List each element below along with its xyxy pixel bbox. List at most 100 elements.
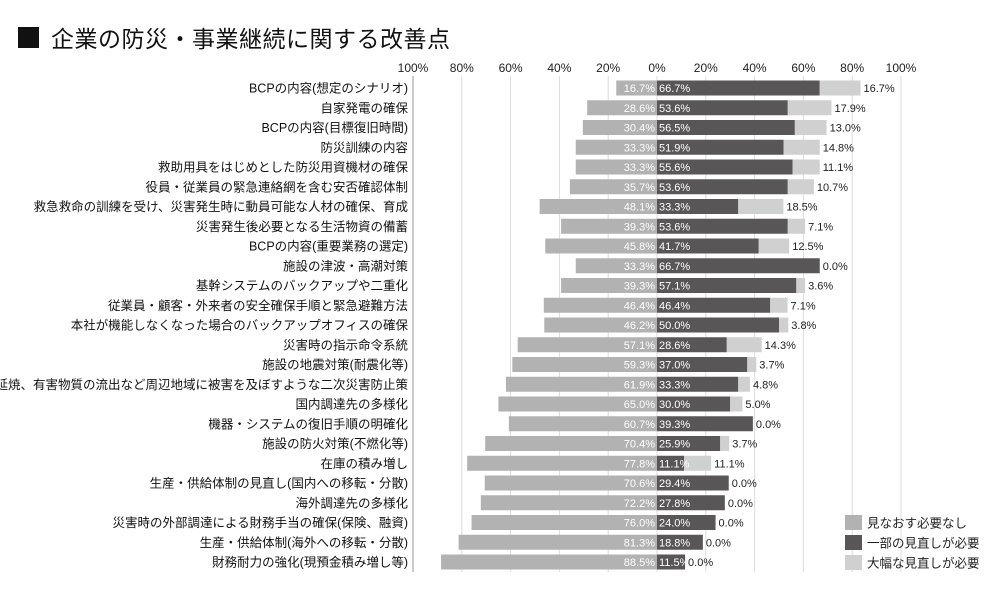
legend-label: 大幅な見直しが必要 bbox=[867, 556, 980, 571]
bar-major bbox=[738, 376, 750, 392]
bar-partial bbox=[657, 218, 788, 234]
bar-none bbox=[471, 515, 657, 530]
data-label-none: 28.6% bbox=[624, 103, 655, 115]
bar-none bbox=[582, 120, 657, 135]
bar-major bbox=[787, 218, 806, 234]
category-label: 災害発生後必要となる生活物資の備蓄 bbox=[196, 219, 408, 234]
category-label: 救急救命の訓練を受け、災害発生時に動員可能な人材の確保、育成 bbox=[34, 199, 408, 214]
bar-none bbox=[616, 80, 657, 96]
bar-major bbox=[787, 179, 814, 195]
data-label-none: 59.3% bbox=[624, 360, 655, 372]
data-label-major: 0.0% bbox=[706, 537, 731, 549]
category-label: 国内調達先の多様化 bbox=[295, 397, 408, 412]
chart-title-text: 企業の防災・事業継続に関する改善点 bbox=[51, 27, 451, 53]
data-label-none: 33.3% bbox=[624, 142, 655, 154]
category-label: 施設の津波・高潮対策 bbox=[283, 258, 409, 273]
data-label-none: 72.2% bbox=[624, 498, 655, 510]
data-label-major: 16.7% bbox=[863, 83, 894, 95]
data-label-none: 65.0% bbox=[624, 399, 655, 411]
bar-none bbox=[575, 258, 657, 274]
data-label-none: 33.3% bbox=[624, 162, 655, 174]
bar-major bbox=[730, 396, 743, 412]
bar-partial bbox=[657, 416, 753, 432]
bar-partial bbox=[657, 455, 685, 471]
x-tick-label: 40% bbox=[743, 61, 767, 75]
bar-partial bbox=[657, 100, 788, 116]
category-label: 海外調達先の多様化 bbox=[295, 495, 408, 510]
bar-major bbox=[796, 278, 806, 293]
bar-partial bbox=[657, 396, 731, 412]
category-label: 財務耐力の強化(現預金積み増し等) bbox=[212, 555, 408, 570]
data-label-partial: 11.5% bbox=[659, 557, 690, 569]
data-label-major: 4.8% bbox=[753, 379, 778, 391]
data-label-major: 17.9% bbox=[834, 103, 865, 115]
bar-partial bbox=[657, 357, 748, 372]
bar-none bbox=[512, 357, 657, 372]
legend-swatch bbox=[845, 515, 862, 530]
data-label-partial: 28.6% bbox=[659, 340, 690, 352]
data-label-partial: 27.8% bbox=[659, 498, 690, 510]
data-label-none: 88.5% bbox=[624, 557, 655, 569]
bar-major bbox=[747, 357, 757, 372]
bar-partial bbox=[657, 297, 771, 313]
bar-partial bbox=[657, 139, 784, 155]
data-label-none: 16.7% bbox=[624, 83, 655, 95]
bar-major bbox=[738, 199, 784, 214]
data-label-partial: 29.4% bbox=[659, 478, 690, 490]
bar-none bbox=[561, 278, 657, 293]
data-label-none: 48.1% bbox=[624, 202, 655, 214]
legend-label: 見なおす必要なし bbox=[867, 517, 967, 531]
bar-none bbox=[508, 416, 657, 432]
category-label: 本社が機能しなくなった場合のバックアップオフィスの確保 bbox=[71, 318, 409, 333]
data-label-partial: 56.5% bbox=[659, 123, 690, 135]
bar-none bbox=[498, 396, 657, 412]
bar-none bbox=[484, 475, 657, 491]
bar-none bbox=[545, 238, 657, 254]
category-label: 生産・供給体制の見直し(国内への移転・分散) bbox=[150, 476, 408, 491]
bar-partial bbox=[657, 258, 820, 274]
bar-major bbox=[779, 317, 789, 333]
bar-major bbox=[787, 100, 832, 116]
data-label-partial: 24.0% bbox=[659, 518, 690, 530]
bar-partial bbox=[657, 515, 716, 530]
data-label-major: 18.5% bbox=[786, 202, 817, 214]
data-label-partial: 33.3% bbox=[659, 379, 690, 391]
bar-partial bbox=[657, 436, 721, 451]
category-label: BCPの内容(想定のシナリオ) bbox=[249, 81, 408, 96]
x-tick-label: 80% bbox=[450, 61, 474, 75]
bar-none bbox=[480, 495, 657, 511]
data-label-partial: 37.0% bbox=[659, 360, 690, 372]
bar-partial bbox=[657, 278, 797, 293]
data-label-none: 61.9% bbox=[624, 379, 655, 391]
bar-none bbox=[517, 337, 657, 353]
data-label-major: 0.0% bbox=[688, 557, 713, 569]
bar-none bbox=[569, 179, 657, 195]
data-label-partial: 53.6% bbox=[659, 182, 690, 194]
x-tick-label: 20% bbox=[694, 61, 718, 75]
category-label: BCPの内容(目標復旧時間) bbox=[261, 120, 408, 135]
bar-none bbox=[575, 139, 657, 155]
bar-none bbox=[485, 436, 657, 451]
data-label-none: 70.4% bbox=[624, 439, 655, 451]
data-label-major: 3.7% bbox=[732, 439, 757, 451]
data-label-none: 77.8% bbox=[624, 458, 655, 470]
data-label-none: 70.6% bbox=[624, 478, 655, 490]
bar-partial bbox=[657, 337, 727, 353]
data-label-partial: 55.6% bbox=[659, 162, 690, 174]
category-label: 役員・従業員の緊急連絡網を含む安否確認体制 bbox=[145, 179, 408, 194]
bar-major bbox=[794, 120, 827, 135]
category-label: 災害時の外部調達による財務手当の確保(保険、融資) bbox=[113, 515, 408, 530]
bar-partial bbox=[657, 376, 739, 392]
x-tick-label: 60% bbox=[791, 61, 815, 75]
bar-major bbox=[726, 337, 762, 353]
category-label: 救助用具をはじめとした防災用資機材の確保 bbox=[158, 160, 409, 175]
data-label-major: 0.0% bbox=[719, 518, 744, 530]
data-label-major: 3.7% bbox=[759, 360, 784, 372]
bar-major bbox=[792, 159, 820, 175]
data-label-major: 14.8% bbox=[823, 142, 854, 154]
bar-major bbox=[819, 80, 861, 96]
data-label-major: 0.0% bbox=[728, 498, 753, 510]
data-label-partial: 30.0% bbox=[659, 399, 690, 411]
data-label-major: 0.0% bbox=[823, 261, 848, 273]
